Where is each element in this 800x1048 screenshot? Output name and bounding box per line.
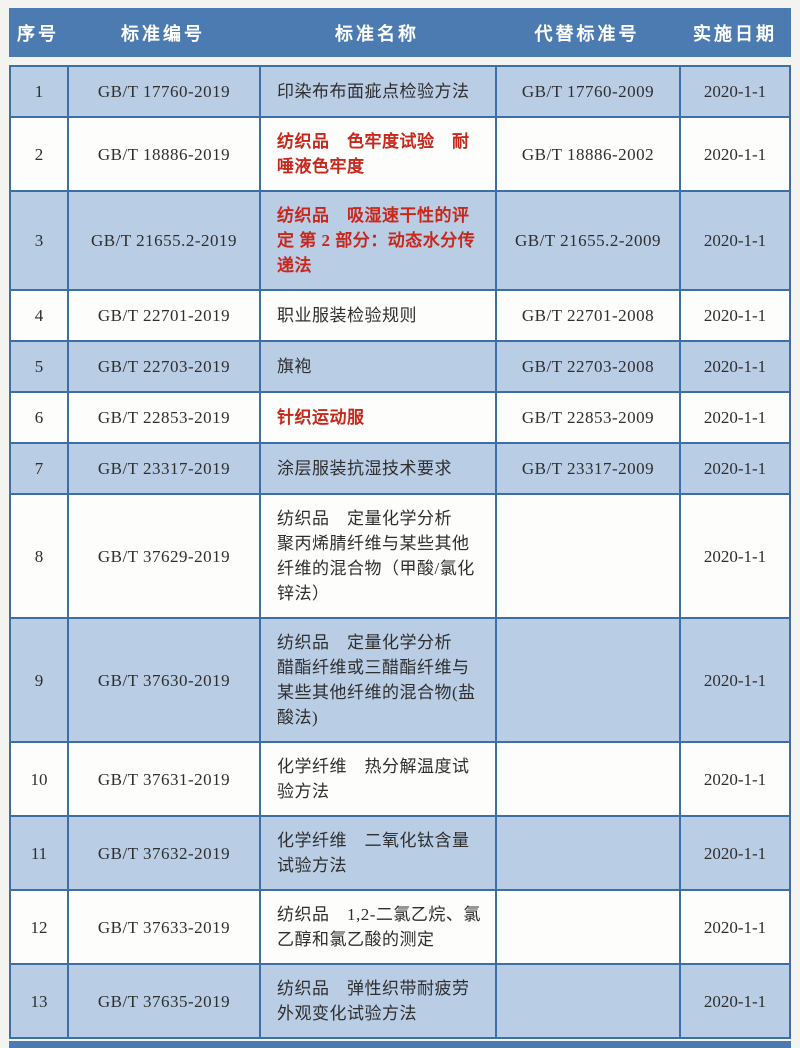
cell-date: 2020-1-1 bbox=[703, 917, 767, 937]
cell-serial: 2 bbox=[11, 118, 69, 190]
cell-serial: 10 bbox=[11, 743, 69, 815]
cell-date: 2020-1-1 bbox=[703, 769, 767, 789]
column-header-standard-name: 标准名称 bbox=[335, 23, 419, 44]
cell-standard-name: 涂层服装抗湿技术要求 bbox=[261, 444, 497, 493]
cell-date: 2020-1-1 bbox=[703, 306, 767, 325]
table-row: 3 GB/T 21655.2-2019 纺织品 吸湿速干性的评定 第 2 部分：… bbox=[11, 192, 789, 291]
cell-standard-code: GB/T 22703-2019 bbox=[69, 342, 261, 391]
cell-standard-name: 职业服装检验规则 bbox=[261, 291, 497, 340]
table-row: 8 GB/T 37629-2019 纺织品 定量化学分析 聚丙烯腈纤维与某些其他… bbox=[11, 495, 789, 619]
cell-standard-code: GB/T 37629-2019 bbox=[69, 495, 261, 617]
cell-serial: 12 bbox=[11, 891, 69, 963]
cell-serial: 6 bbox=[11, 393, 69, 442]
cell-serial: 5 bbox=[11, 342, 69, 391]
cell-replaced-code: GB/T 22853-2009 bbox=[497, 393, 681, 442]
column-header-replaced-code: 代替标准号 bbox=[534, 23, 640, 44]
cell-standard-code: GB/T 18886-2019 bbox=[69, 118, 261, 190]
cell-standard-name: 旗袍 bbox=[261, 342, 497, 391]
table-row: 10 GB/T 37631-2019 化学纤维 热分解温度试验方法 2020-1… bbox=[11, 743, 789, 817]
cell-date: 2020-1-1 bbox=[703, 991, 767, 1011]
cell-standard-name: 印染布布面疵点检验方法 bbox=[261, 67, 497, 116]
cell-standard-code: GB/T 22853-2019 bbox=[69, 393, 261, 442]
cell-standard-name: 纺织品 1,2-二氯乙烷、氯乙醇和氯乙酸的测定 bbox=[261, 891, 497, 963]
table-row: 2 GB/T 18886-2019 纺织品 色牢度试验 耐唾液色牢度 GB/T … bbox=[11, 118, 789, 192]
table-row: 1 GB/T 17760-2019 印染布布面疵点检验方法 GB/T 17760… bbox=[11, 67, 789, 118]
cell-date: 2020-1-1 bbox=[703, 546, 767, 566]
cell-standard-code: GB/T 37632-2019 bbox=[69, 817, 261, 889]
table-row: 11 GB/T 37632-2019 化学纤维 二氧化钛含量试验方法 2020-… bbox=[11, 817, 789, 891]
bottom-bar bbox=[9, 1041, 791, 1048]
cell-standard-code: GB/T 17760-2019 bbox=[69, 67, 261, 116]
cell-serial: 4 bbox=[11, 291, 69, 340]
cell-standard-code: GB/T 22701-2019 bbox=[69, 291, 261, 340]
cell-standard-code: GB/T 37630-2019 bbox=[69, 619, 261, 741]
cell-standard-name: 化学纤维 热分解温度试验方法 bbox=[261, 743, 497, 815]
cell-serial: 9 bbox=[11, 619, 69, 741]
column-header-date: 实施日期 bbox=[693, 23, 777, 44]
cell-standard-name: 针织运动服 bbox=[261, 393, 497, 442]
cell-serial: 11 bbox=[11, 817, 69, 889]
cell-serial: 3 bbox=[11, 192, 69, 289]
cell-replaced-code: GB/T 22701-2008 bbox=[497, 291, 681, 340]
cell-date: 2020-1-1 bbox=[703, 231, 767, 250]
cell-replaced-code bbox=[497, 817, 681, 889]
cell-replaced-code: GB/T 18886-2002 bbox=[497, 118, 681, 190]
cell-standard-name: 纺织品 定量化学分析 醋酯纤维或三醋酯纤维与某些其他纤维的混合物(盐酸法) bbox=[261, 619, 497, 741]
cell-replaced-code bbox=[497, 743, 681, 815]
cell-serial: 1 bbox=[11, 67, 69, 116]
table-row: 5 GB/T 22703-2019 旗袍 GB/T 22703-2008 202… bbox=[11, 342, 789, 393]
cell-date: 2020-1-1 bbox=[703, 459, 767, 478]
cell-replaced-code bbox=[497, 619, 681, 741]
table-body: 1 GB/T 17760-2019 印染布布面疵点检验方法 GB/T 17760… bbox=[9, 65, 791, 1039]
table-row: 4 GB/T 22701-2019 职业服装检验规则 GB/T 22701-20… bbox=[11, 291, 789, 342]
cell-date: 2020-1-1 bbox=[703, 670, 767, 690]
column-header-standard-code: 标准编号 bbox=[121, 23, 205, 44]
cell-serial: 8 bbox=[11, 495, 69, 617]
cell-serial: 7 bbox=[11, 444, 69, 493]
table-row: 9 GB/T 37630-2019 纺织品 定量化学分析 醋酯纤维或三醋酯纤维与… bbox=[11, 619, 789, 743]
cell-replaced-code: GB/T 22703-2008 bbox=[497, 342, 681, 391]
column-header-serial: 序号 bbox=[17, 23, 59, 44]
table-row: 6 GB/T 22853-2019 针织运动服 GB/T 22853-2009 … bbox=[11, 393, 789, 444]
table-header-row: 序号 标准编号 标准名称 代替标准号 实施日期 bbox=[9, 8, 791, 57]
cell-serial: 13 bbox=[11, 965, 69, 1037]
cell-replaced-code bbox=[497, 965, 681, 1037]
cell-replaced-code bbox=[497, 495, 681, 617]
cell-replaced-code bbox=[497, 891, 681, 963]
table-row: 12 GB/T 37633-2019 纺织品 1,2-二氯乙烷、氯乙醇和氯乙酸的… bbox=[11, 891, 789, 965]
cell-standard-name: 纺织品 色牢度试验 耐唾液色牢度 bbox=[261, 118, 497, 190]
cell-replaced-code: GB/T 17760-2009 bbox=[497, 67, 681, 116]
cell-date: 2020-1-1 bbox=[703, 82, 767, 101]
cell-standard-code: GB/T 23317-2019 bbox=[69, 444, 261, 493]
cell-standard-name: 纺织品 吸湿速干性的评定 第 2 部分：动态水分传递法 bbox=[261, 192, 497, 289]
cell-standard-code: GB/T 37633-2019 bbox=[69, 891, 261, 963]
cell-standard-code: GB/T 21655.2-2019 bbox=[69, 192, 261, 289]
cell-standard-name: 纺织品 弹性织带耐疲劳外观变化试验方法 bbox=[261, 965, 497, 1037]
cell-replaced-code: GB/T 23317-2009 bbox=[497, 444, 681, 493]
cell-standard-name: 纺织品 定量化学分析 聚丙烯腈纤维与某些其他纤维的混合物（甲酸/氯化锌法） bbox=[261, 495, 497, 617]
cell-replaced-code: GB/T 21655.2-2009 bbox=[497, 192, 681, 289]
cell-standard-code: GB/T 37631-2019 bbox=[69, 743, 261, 815]
cell-standard-code: GB/T 37635-2019 bbox=[69, 965, 261, 1037]
cell-standard-name: 化学纤维 二氧化钛含量试验方法 bbox=[261, 817, 497, 889]
table-row: 13 GB/T 37635-2019 纺织品 弹性织带耐疲劳外观变化试验方法 2… bbox=[11, 965, 789, 1037]
table-row: 7 GB/T 23317-2019 涂层服装抗湿技术要求 GB/T 23317-… bbox=[11, 444, 789, 495]
cell-date: 2020-1-1 bbox=[703, 144, 767, 164]
cell-date: 2020-1-1 bbox=[703, 408, 767, 427]
cell-date: 2020-1-1 bbox=[703, 357, 767, 376]
cell-date: 2020-1-1 bbox=[703, 843, 767, 863]
